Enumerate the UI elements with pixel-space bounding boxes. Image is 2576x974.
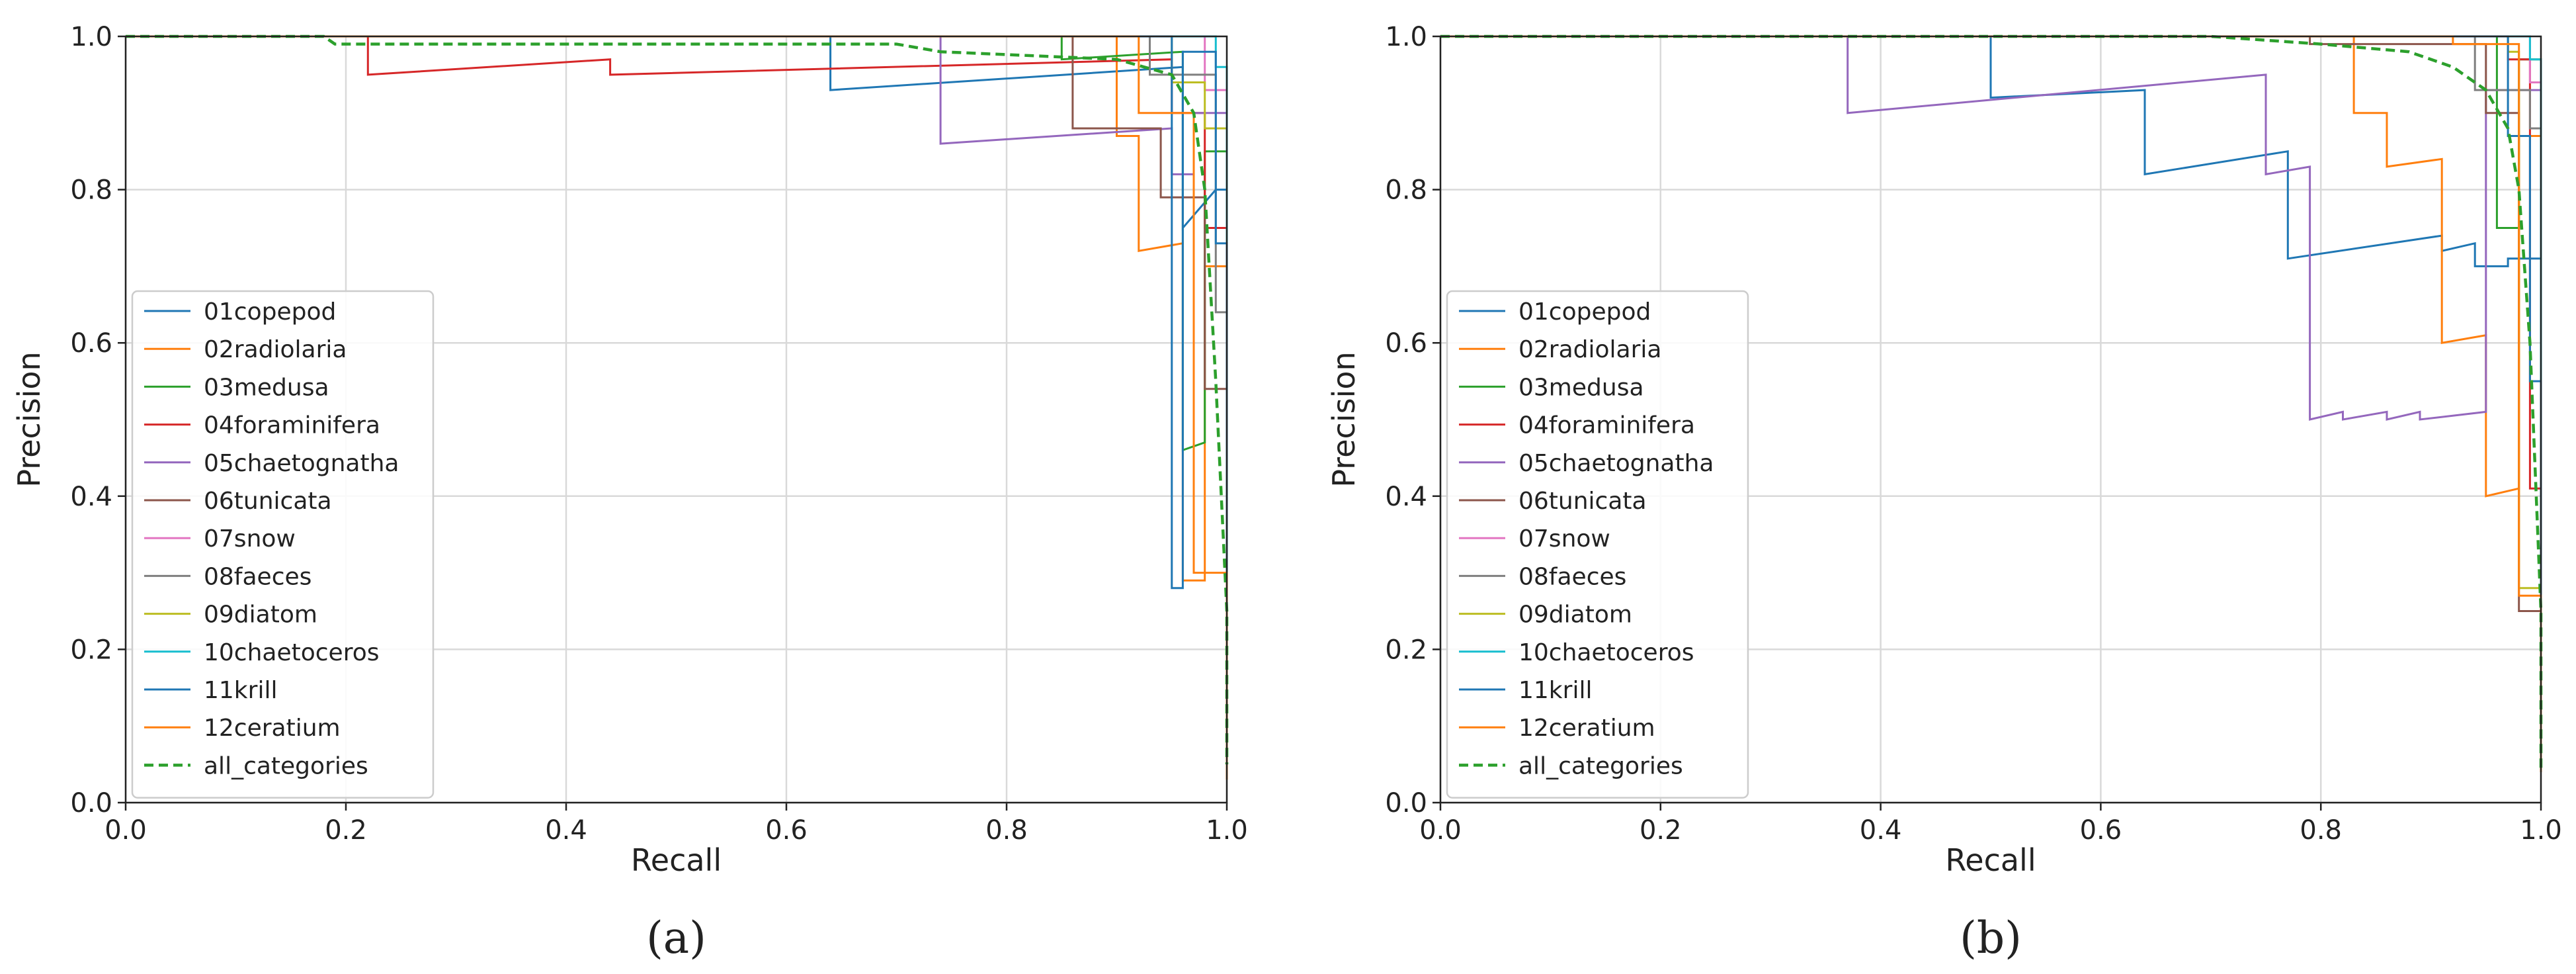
legend-label: 09diatom: [1518, 601, 1632, 629]
legend-label: 09diatom: [204, 601, 317, 629]
legend-label: 12ceratium: [1518, 715, 1655, 742]
legend-label: 07snow: [1518, 525, 1610, 553]
legend-box: [1446, 290, 1749, 799]
plot-frame: [1439, 35, 2542, 804]
legend-label: 04foraminifera: [1518, 412, 1695, 439]
y-tick-label: 0.4: [70, 482, 112, 512]
legend-label: 12ceratium: [204, 715, 341, 742]
x-tick-label: 0.8: [2300, 815, 2342, 846]
y-tick-label: 0.0: [70, 788, 112, 819]
panel-caption: (a): [646, 912, 706, 963]
x-tick-label: 0.2: [1640, 815, 1682, 846]
y-axis-label: Precision: [11, 351, 47, 487]
y-tick-label: 0.0: [1385, 788, 1427, 819]
legend-label: 04foraminifera: [204, 412, 380, 439]
legend-label: 02radiolaria: [204, 336, 347, 363]
x-tick-label: 0.8: [985, 815, 1028, 846]
x-tick-label: 0.6: [765, 815, 808, 846]
x-tick-label: 0.2: [325, 815, 367, 846]
legend-label: all_categories: [204, 752, 368, 779]
legend-label: 10chaetoceros: [204, 639, 380, 666]
x-axis-label: Recall: [1945, 842, 2036, 878]
y-tick-label: 0.2: [1385, 635, 1427, 665]
panel-caption: (b): [1960, 912, 2022, 963]
legend-label: 01copepod: [204, 298, 336, 326]
panel-b: 0.0 0.2 0.4 0.6 0.8 1.0 0.0 0.2 0.4 0.6 0.8 1.0 Reca…: [1326, 22, 2562, 963]
legend-label: 05chaetognatha: [1518, 450, 1714, 477]
x-axis-label: Recall: [631, 842, 722, 878]
x-tick-label: 1.0: [2520, 815, 2562, 846]
legend-label: all_categories: [1518, 752, 1683, 779]
y-tick-label: 0.6: [1385, 328, 1427, 359]
x-tick-label: 0.4: [545, 815, 587, 846]
series-line-11krill: [126, 35, 1228, 765]
y-tick-label: 0.8: [70, 175, 112, 206]
y-axis-label: Precision: [1326, 351, 1362, 487]
y-tick-label: 0.6: [70, 328, 112, 359]
legend-label: 01copepod: [1518, 298, 1651, 326]
series-line-06tunicata: [1440, 35, 2542, 772]
legend-label: 11krill: [1518, 677, 1592, 704]
series-line-05chaetognatha: [1440, 35, 2542, 772]
series-line-all-categories: [126, 34, 1229, 765]
legend-label: 06tunicata: [204, 488, 332, 515]
legend-box: [131, 290, 435, 799]
plot-frame: [124, 35, 1228, 804]
y-tick-label: 1.0: [70, 22, 112, 52]
series-line-all-categories: [1440, 34, 2543, 772]
legend-label: 08faeces: [204, 563, 312, 590]
panel-a: 0.0 0.2 0.4 0.6 0.8 1.0 0.0 0.2 0.4 0.6 0.8 1.0 Reca…: [11, 22, 1248, 963]
y-tick-label: 1.0: [1385, 22, 1427, 52]
legend-label: 07snow: [204, 525, 296, 553]
series-line-06tunicata: [126, 35, 1228, 765]
legend-label: 02radiolaria: [1518, 336, 1661, 363]
legend-label: 08faeces: [1518, 563, 1626, 590]
y-tick-label: 0.4: [1385, 482, 1427, 512]
x-tick-label: 0.0: [1419, 815, 1462, 846]
y-tick-label: 0.8: [1385, 175, 1427, 206]
x-tick-label: 0.0: [104, 815, 147, 846]
legend-label: 06tunicata: [1518, 488, 1647, 515]
legend-label: 10chaetoceros: [1518, 639, 1694, 666]
legend-label: 03medusa: [204, 374, 329, 401]
legend-label: 05chaetognatha: [204, 450, 399, 477]
y-tick-label: 0.2: [70, 635, 112, 665]
x-tick-label: 0.4: [1860, 815, 1902, 846]
x-tick-label: 0.6: [2080, 815, 2122, 846]
x-tick-label: 1.0: [1206, 815, 1248, 846]
legend-label: 03medusa: [1518, 374, 1644, 401]
legend-label: 11krill: [204, 677, 277, 704]
